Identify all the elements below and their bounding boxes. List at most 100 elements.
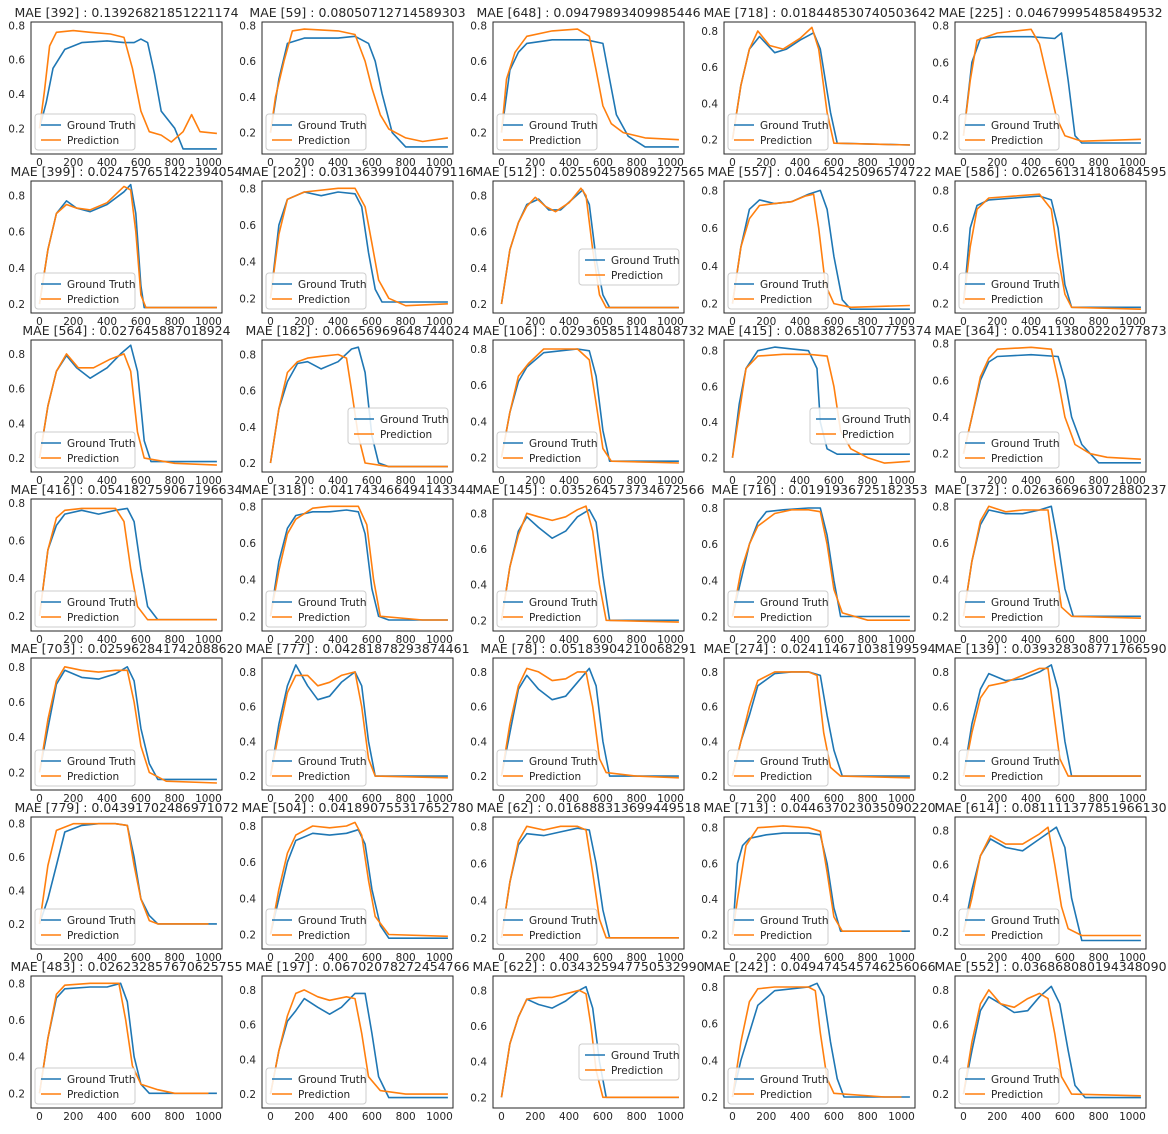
x-tick-label: 0 <box>498 475 505 487</box>
x-tick-label: 0 <box>36 316 43 328</box>
x-tick-label: 0 <box>36 157 43 169</box>
legend: Ground Truth Prediction <box>578 1043 680 1081</box>
x-tick-label: 200 <box>987 793 1007 805</box>
x-tick-label: 1000 <box>657 793 684 805</box>
x-tick-label: 800 <box>1089 793 1109 805</box>
ground-truth-line <box>500 348 679 462</box>
legend-label: Ground Truth <box>760 756 829 768</box>
legend-box <box>958 590 1060 628</box>
legend-box <box>727 113 829 151</box>
x-tick-label: 600 <box>1055 316 1075 328</box>
legend-box <box>34 590 136 628</box>
y-tick-label: 0.8 <box>8 978 25 990</box>
y-tick-label: 0.2 <box>932 299 949 311</box>
x-tick-label: 400 <box>790 157 810 169</box>
y-tick-label: 0.2 <box>701 299 718 311</box>
x-tick-label: 200 <box>294 793 314 805</box>
subplot-title: MAE [242] : 0.049474545746256066 <box>703 959 935 974</box>
legend-label: Prediction <box>529 930 581 942</box>
subplot-title: MAE [416] : 0.054182759067196634 <box>10 482 242 497</box>
legend: Ground Truth Prediction <box>958 1067 1060 1105</box>
y-tick-label: 0.4 <box>701 98 718 110</box>
x-tick-label: 0 <box>960 475 967 487</box>
legend-label: Prediction <box>67 135 119 147</box>
prediction-line <box>500 28 679 141</box>
subplot: MAE [557] : 0.04645425096574722 0.2 0.4 0.6… <box>701 164 931 328</box>
y-tick-label: 0.4 <box>932 736 949 748</box>
x-tick-label: 600 <box>593 634 613 646</box>
subplot: MAE [62] : 0.016888313699449518 0.2 0.4 0.6… <box>470 800 700 964</box>
x-tick-label: 0 <box>960 952 967 964</box>
legend: Ground Truth Prediction <box>34 113 136 151</box>
subplot: MAE [483] : 0.026232857670625755 0.2 0.4 0.… <box>8 959 242 1123</box>
y-tick-label: 0.4 <box>932 893 949 905</box>
x-tick-label: 1000 <box>195 952 222 964</box>
legend-label: Ground Truth <box>611 1050 680 1062</box>
legend-box <box>958 272 1060 310</box>
prediction-line <box>269 353 448 468</box>
ground-truth-line <box>269 509 448 621</box>
x-tick-label: 600 <box>1055 1111 1075 1123</box>
y-tick-label: 0.8 <box>470 21 487 33</box>
subplot: MAE [392] : 0.13926821851221174 0.2 0.4 0.6… <box>8 5 238 169</box>
x-tick-label: 200 <box>756 157 776 169</box>
legend-box <box>265 272 367 310</box>
x-tick-label: 200 <box>63 793 83 805</box>
x-tick-label: 400 <box>1021 952 1041 964</box>
ground-truth-line <box>731 832 910 935</box>
x-tick-label: 600 <box>131 1111 151 1123</box>
x-tick-label: 400 <box>559 1111 579 1123</box>
legend: Ground Truth Prediction <box>265 749 367 787</box>
subplot-title: MAE [225] : 0.04679995485849532 <box>938 5 1162 20</box>
x-tick-label: 600 <box>1055 793 1075 805</box>
y-tick-label: 0.4 <box>701 575 718 587</box>
legend-label: Ground Truth <box>529 756 598 768</box>
y-tick-label: 0.2 <box>239 128 256 140</box>
y-tick-label: 0.6 <box>239 220 256 232</box>
y-tick-label: 0.6 <box>239 386 256 398</box>
legend-label: Prediction <box>67 930 119 942</box>
subplot: MAE [364] : 0.054113800220277873 0.2 0.4 0.… <box>932 323 1166 487</box>
x-tick-label: 800 <box>396 634 416 646</box>
subplot: MAE [197] : 0.06702078272454766 0.2 0.4 0.6… <box>239 959 469 1123</box>
subplot-title: MAE [364] : 0.054113800220277873 <box>934 323 1166 338</box>
x-tick-label: 800 <box>1089 157 1109 169</box>
x-tick-label: 600 <box>824 634 844 646</box>
x-tick-label: 400 <box>97 952 117 964</box>
x-tick-label: 600 <box>824 316 844 328</box>
x-tick-label: 200 <box>525 475 545 487</box>
subplot-title: MAE [713] : 0.044637023035090220 <box>703 800 935 815</box>
legend-box <box>958 431 1060 469</box>
x-tick-label: 1000 <box>1119 157 1146 169</box>
y-tick-label: 0.2 <box>932 449 949 461</box>
x-tick-label: 200 <box>987 475 1007 487</box>
x-tick-label: 0 <box>960 634 967 646</box>
y-tick-label: 0.6 <box>932 57 949 69</box>
y-tick-label: 0.4 <box>470 263 487 275</box>
legend-label: Ground Truth <box>529 120 598 132</box>
x-tick-label: 1000 <box>426 157 453 169</box>
legend-box <box>496 749 598 787</box>
y-tick-label: 0.4 <box>932 261 949 273</box>
y-tick-label: 0.6 <box>932 702 949 714</box>
x-tick-label: 400 <box>790 952 810 964</box>
y-tick-label: 0.8 <box>701 823 718 835</box>
legend-label: Prediction <box>991 930 1043 942</box>
x-tick-label: 1000 <box>426 1111 453 1123</box>
legend: Ground Truth Prediction <box>496 431 598 469</box>
legend: Ground Truth Prediction <box>496 908 598 946</box>
x-tick-label: 600 <box>362 157 382 169</box>
legend-label: Ground Truth <box>298 915 367 927</box>
x-tick-label: 1000 <box>657 475 684 487</box>
y-tick-label: 0.8 <box>701 185 718 197</box>
y-tick-label: 0.2 <box>8 299 25 311</box>
subplot: MAE [648] : 0.09479893409985446 0.2 0.4 0.6… <box>470 5 700 169</box>
y-tick-label: 0.6 <box>701 223 718 235</box>
x-tick-label: 400 <box>790 316 810 328</box>
x-tick-label: 1000 <box>1119 952 1146 964</box>
legend-label: Ground Truth <box>991 915 1060 927</box>
y-tick-label: 0.4 <box>932 1054 949 1066</box>
legend-box <box>578 248 680 286</box>
legend: Ground Truth Prediction <box>34 431 136 469</box>
subplot: MAE [564] : 0.027645887018924 0.2 0.4 0.6 0.… <box>8 323 230 487</box>
